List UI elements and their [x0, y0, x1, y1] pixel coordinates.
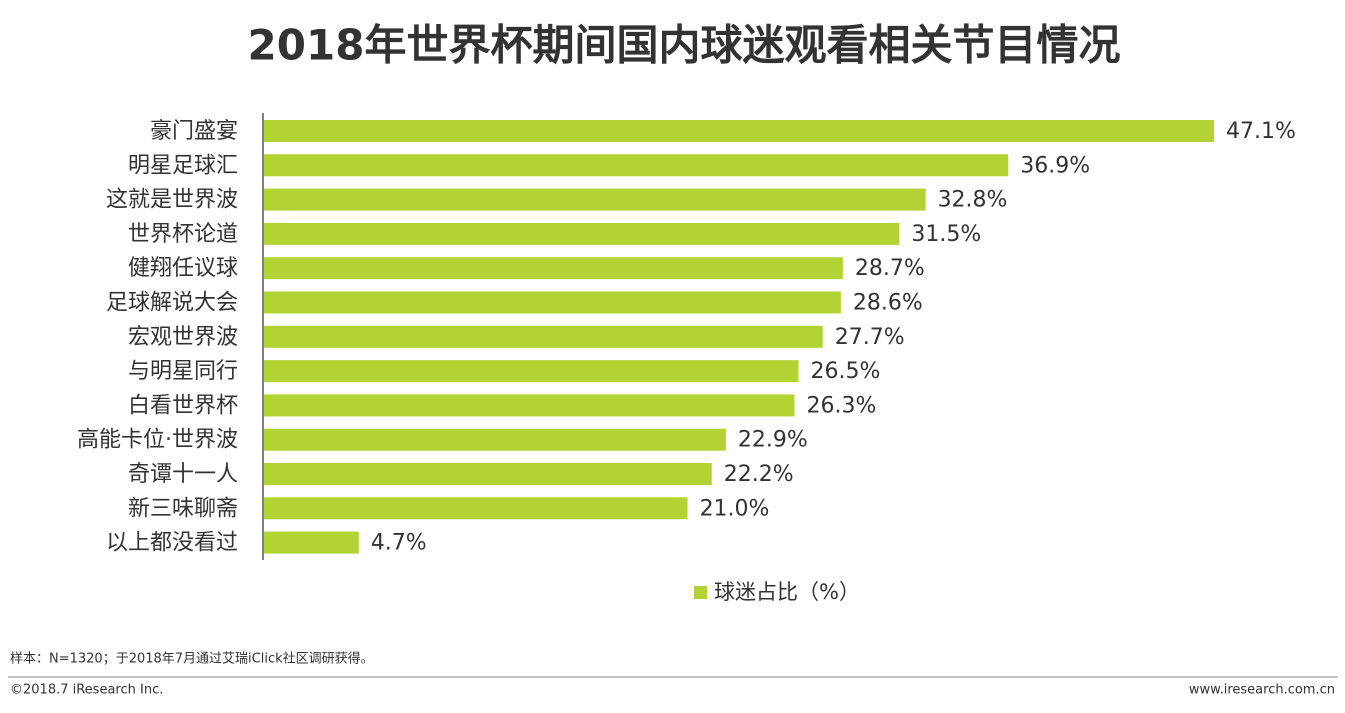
- y-tick-label: 豪门盛宴: [150, 119, 238, 144]
- bar: [264, 291, 841, 314]
- bar: [264, 394, 795, 417]
- y-tick-label: 宏观世界波: [128, 325, 238, 350]
- bar: [264, 154, 1009, 177]
- value-label: 26.5%: [811, 359, 881, 384]
- y-tick-label: 以上都没看过: [106, 531, 238, 556]
- bar: [264, 531, 359, 554]
- value-label: 26.3%: [806, 393, 876, 418]
- y-tick-label: 与明星同行: [128, 359, 238, 384]
- y-tick-label: 高能卡位·世界波: [77, 428, 238, 453]
- value-label: 32.8%: [938, 188, 1008, 213]
- bar: [264, 360, 799, 383]
- y-tick-label: 新三味聊斋: [128, 496, 238, 521]
- bar: [264, 463, 712, 485]
- y-tick-label: 足球解说大会: [106, 291, 238, 316]
- legend-label: 球迷占比（%）: [714, 580, 860, 604]
- value-label: 47.1%: [1226, 119, 1296, 144]
- y-tick-label: 明星足球汇: [128, 153, 238, 178]
- value-label: 28.7%: [855, 256, 925, 281]
- value-label: 22.9%: [738, 428, 808, 453]
- value-label: 27.7%: [835, 325, 905, 350]
- bar: [264, 222, 900, 245]
- value-label: 28.6%: [853, 291, 923, 316]
- y-tick-label: 这就是世界波: [106, 188, 238, 213]
- value-label: 36.9%: [1020, 153, 1090, 178]
- bar: [264, 325, 823, 348]
- bar: [264, 257, 843, 280]
- y-tick-label: 世界杯论道: [128, 222, 238, 247]
- value-label: 21.0%: [700, 496, 770, 521]
- website: www.iresearch.com.cn: [1189, 683, 1335, 698]
- bar: [264, 497, 688, 520]
- y-tick-label: 奇谭十一人: [128, 462, 238, 487]
- value-label: 4.7%: [371, 531, 427, 556]
- footnote: 样本：N=1320；于2018年7月通过艾瑞iClick社区调研获得。: [10, 651, 374, 667]
- bar: [264, 428, 726, 451]
- value-label: 31.5%: [911, 222, 981, 247]
- y-tick-label: 健翔任议球: [128, 256, 238, 281]
- value-label: 22.2%: [724, 462, 794, 487]
- copyright: ©2018.7 iResearch Inc.: [10, 683, 163, 698]
- bar: [264, 188, 926, 211]
- y-tick-label: 白看世界杯: [128, 393, 238, 418]
- chart-title: 2018年世界杯期间国内球迷观看相关节目情况: [248, 21, 1121, 70]
- legend-swatch: [694, 586, 707, 599]
- bar: [264, 120, 1214, 142]
